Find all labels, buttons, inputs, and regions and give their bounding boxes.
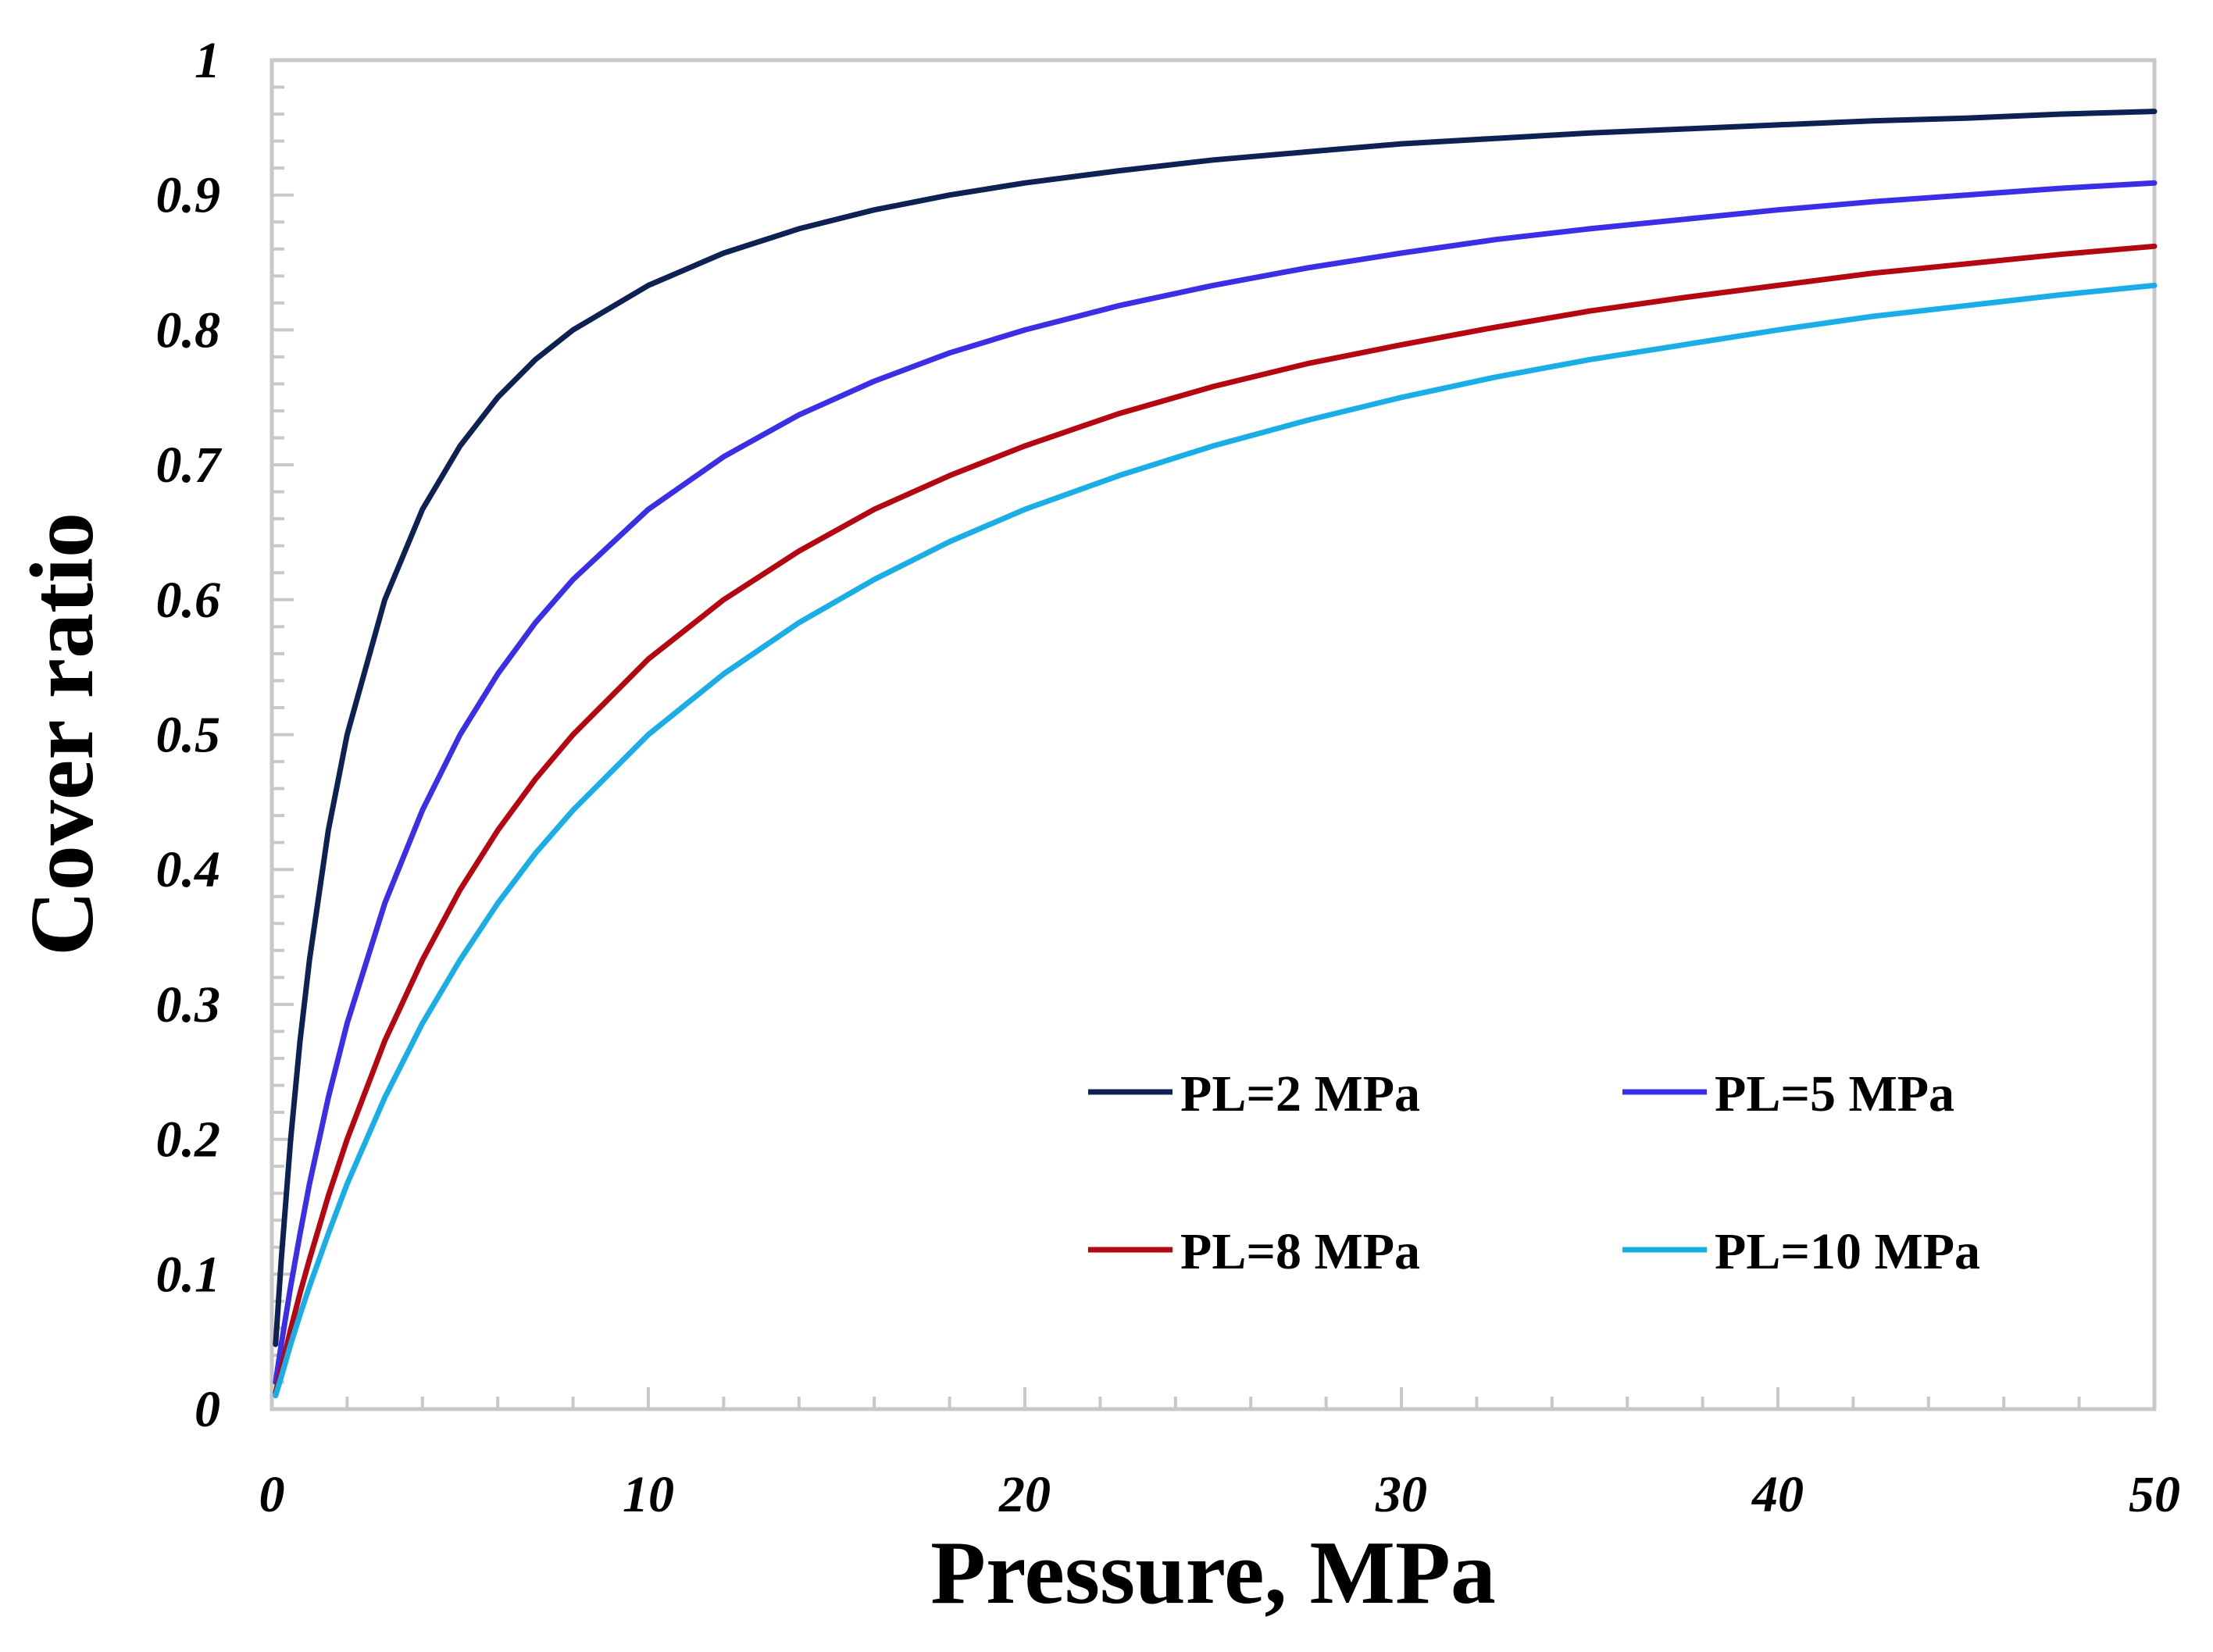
tick-marks [270, 59, 2156, 1411]
plot-area [269, 58, 2157, 1411]
legend-label: PL=2 MPa [1180, 1065, 1420, 1122]
y-tick-label: 0.7 [156, 437, 223, 494]
legend-label: PL=8 MPa [1180, 1223, 1420, 1280]
x-tick-label: 30 [1375, 1466, 1427, 1523]
y-tick-label: 0.4 [156, 841, 221, 898]
legend-label: PL=10 MPa [1715, 1223, 1980, 1280]
x-tick-label: 10 [623, 1466, 674, 1523]
y-tick-label: 0.5 [156, 707, 221, 764]
series-line [273, 180, 2158, 1385]
series-lines [273, 109, 2158, 1399]
x-tick-label: 50 [2129, 1466, 2180, 1523]
legend-label: PL=5 MPa [1715, 1065, 1954, 1122]
tick-labels: 00.10.20.30.40.50.60.70.80.910 10 20 30 40 50 [156, 32, 2181, 1523]
y-tick-label: 0.9 [156, 167, 221, 224]
y-tick-label: 1 [195, 32, 220, 89]
y-axis-title: Cover ratio [12, 512, 112, 956]
x-tick-label: 20 [998, 1466, 1051, 1523]
x-tick-label: 40 [1751, 1466, 1804, 1523]
legend: PL=2 MPa PL=5 MPa PL=8 MPa PL=10 MPa [1088, 1065, 1980, 1280]
y-tick-label: 0.6 [156, 572, 221, 629]
y-tick-label: 0.3 [156, 976, 221, 1033]
series-line [273, 243, 2158, 1396]
x-axis-title: Pressure, MPa [930, 1523, 1496, 1623]
series-line [273, 109, 2158, 1347]
series-line [273, 282, 2158, 1399]
y-tick-label: 0.1 [156, 1246, 221, 1303]
y-tick-label: 0.8 [156, 301, 221, 359]
y-tick-label: 0 [195, 1381, 220, 1438]
x-tick-label: 0 [259, 1466, 285, 1523]
y-tick-label: 0.2 [156, 1111, 221, 1169]
